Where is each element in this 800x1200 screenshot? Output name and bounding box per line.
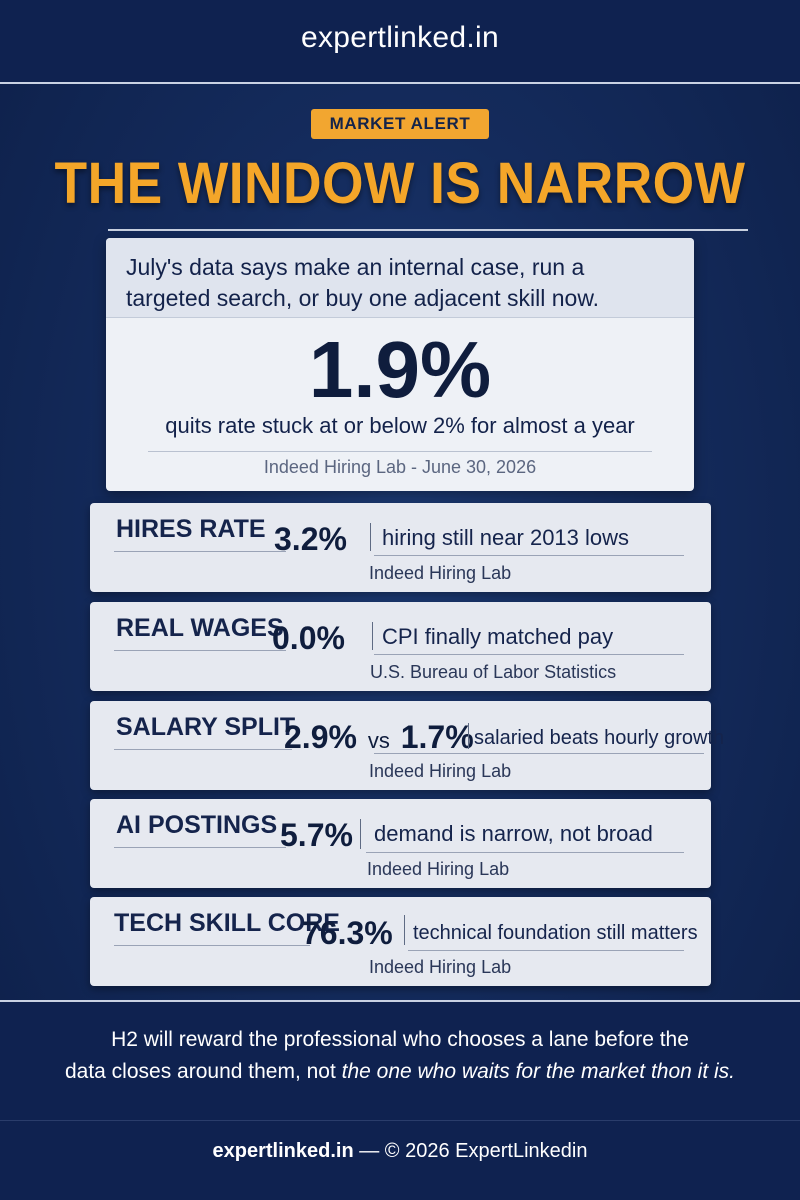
metric-value: 0.0%: [272, 620, 345, 656]
metric-card-ai-postings: AI POSTINGS 5.7% demand is narrow, not b…: [90, 799, 711, 888]
metric-source: Indeed Hiring Lab: [369, 563, 512, 583]
closing-line-2-plain: data closes around them, not: [64, 1060, 342, 1083]
brand-logo-text[interactable]: expertlinked.in: [301, 21, 499, 54]
hero-divider: [148, 451, 652, 452]
metric-description: technical foundation still matters: [413, 922, 698, 944]
headline: THE WINDOW IS NARROW: [54, 151, 746, 216]
metric-card-real-wages: REAL WAGES 0.0% CPI finally matched pay …: [90, 602, 711, 691]
metric-value-pair: 2.9% vs 1.7%: [284, 719, 474, 756]
metric-card-tech-skill-core: TECH SKILL CORE 76.3% technical foundati…: [90, 897, 711, 986]
metric-description-underline: [374, 654, 684, 655]
footer-copyright: expertlinked.in — © 2026 ExpertLinkedin: [0, 1140, 800, 1163]
metric-divider: [372, 622, 373, 650]
metric-label: AI POSTINGS: [116, 811, 278, 839]
metric-description: hiring still near 2013 lows: [382, 525, 630, 550]
metric-description-underline: [374, 555, 684, 556]
metric-vs-text: vs: [367, 728, 390, 753]
footer-brand[interactable]: expertlinked.in: [212, 1140, 354, 1162]
market-alert-badge: MARKET ALERT: [311, 109, 489, 139]
closing-line-1: H2 will reward the professional who choo…: [111, 1028, 689, 1051]
hero-intro-line-2: targeted search, or buy one adjacent ski…: [126, 285, 600, 311]
metric-description-underline: [366, 852, 684, 853]
metric-description-underline: [374, 753, 704, 754]
metric-description: CPI finally matched pay: [382, 624, 614, 649]
metric-source: U.S. Bureau of Labor Statistics: [370, 662, 617, 682]
hero-intro-line-1: July's data says make an internal case, …: [126, 254, 585, 280]
metric-source: Indeed Hiring Lab: [367, 859, 510, 879]
hero-stat-value: 1.9%: [308, 325, 492, 414]
closing-section: [0, 1000, 800, 1200]
metric-value: 3.2%: [274, 521, 347, 557]
metric-divider: [370, 523, 371, 551]
metric-divider: [360, 819, 361, 849]
metric-value-salaried: 2.9%: [284, 719, 357, 755]
metric-label: HIRES RATE: [116, 515, 266, 543]
top-bar: expertlinked.in: [0, 0, 800, 84]
closing-line-2: data closes around them, not the one who…: [0, 1056, 800, 1088]
footer-copyright-text: — © 2026 ExpertLinkedin: [353, 1140, 588, 1162]
footer-divider: [0, 1120, 800, 1121]
metric-source: Indeed Hiring Lab: [369, 761, 512, 781]
metric-divider: [404, 915, 405, 945]
metric-card-salary-split: SALARY SPLIT 2.9% vs 1.7% salaried beats…: [90, 701, 724, 790]
metric-divider: [468, 723, 469, 749]
metric-label: TECH SKILL CORE: [114, 909, 340, 937]
metric-description: salaried beats hourly growth: [474, 727, 725, 749]
hero-intro: July's data says make an internal case, …: [106, 238, 694, 318]
metric-label-underline: [114, 551, 286, 552]
headline-divider: [108, 229, 748, 231]
metric-label: REAL WAGES: [116, 614, 284, 642]
metric-description-underline: [408, 950, 684, 951]
metric-label: SALARY SPLIT: [116, 713, 296, 741]
metric-description: demand is narrow, not broad: [374, 821, 653, 846]
metric-label-underline: [114, 650, 286, 651]
metric-label-underline: [114, 847, 286, 848]
metric-value: 5.7%: [280, 817, 353, 853]
closing-line-2-italic: the one who waits for the market thon it…: [341, 1060, 736, 1083]
metric-value-hourly: 1.7%: [400, 719, 474, 755]
closing-statement: H2 will reward the professional who choo…: [0, 1024, 800, 1088]
metric-value: 76.3%: [302, 915, 393, 951]
hero-card: July's data says make an internal case, …: [106, 238, 694, 491]
metric-label-underline: [114, 749, 292, 750]
hero-stat-description: quits rate stuck at or below 2% for almo…: [165, 413, 635, 438]
hero-source: Indeed Hiring Lab - June 30, 2026: [263, 457, 537, 477]
metric-source: Indeed Hiring Lab: [369, 957, 512, 977]
metric-label-underline: [114, 945, 310, 946]
metric-card-hires-rate: HIRES RATE 3.2% hiring still near 2013 l…: [90, 503, 711, 592]
